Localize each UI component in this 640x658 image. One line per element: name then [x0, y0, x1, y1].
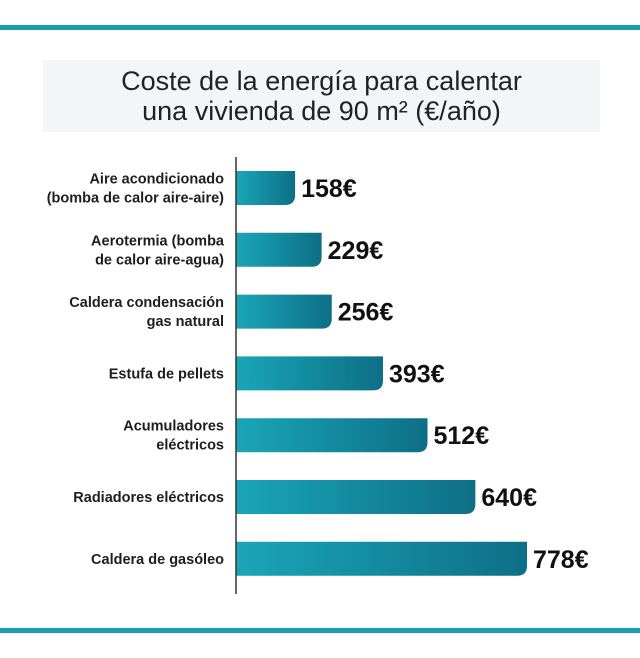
bar-6	[236, 541, 527, 576]
bar-1	[236, 232, 322, 267]
category-label-2: Caldera condensación gas natural	[69, 295, 224, 330]
title-line-1: Coste de la energía para calentar	[121, 66, 522, 96]
bar-2	[236, 294, 332, 329]
category-label-1: Aerotermia (bomba de calor aire-agua)	[91, 233, 225, 268]
value-label-6: 778€	[533, 546, 589, 574]
category-label-6: Caldera de gasóleo	[91, 552, 224, 568]
bar-0	[236, 171, 296, 205]
value-label-5: 640€	[481, 484, 537, 512]
chart-title: Coste de la energía para calentar una vi…	[43, 60, 600, 132]
value-label-0: 158€	[301, 175, 357, 203]
value-label-4: 512€	[434, 422, 490, 450]
category-label-5: Radiadores eléctricos	[73, 490, 224, 506]
category-label-0: Aire acondicionado (bomba de calor aire-a…	[47, 172, 224, 207]
value-label-2: 256€	[338, 299, 394, 327]
value-label-3: 393€	[389, 360, 445, 388]
category-label-3: Estufa de pellets	[109, 366, 224, 382]
category-label-4: Acumuladores eléctricos	[123, 419, 224, 454]
bottom-accent-rule	[0, 628, 640, 633]
bar-5	[236, 480, 476, 514]
top-accent-rule	[0, 25, 640, 30]
title-line-2: una vivienda de 90 m² (€/año)	[142, 96, 501, 126]
value-label-1: 229€	[328, 237, 384, 265]
bar-4	[236, 418, 428, 453]
bar-3	[236, 356, 383, 391]
